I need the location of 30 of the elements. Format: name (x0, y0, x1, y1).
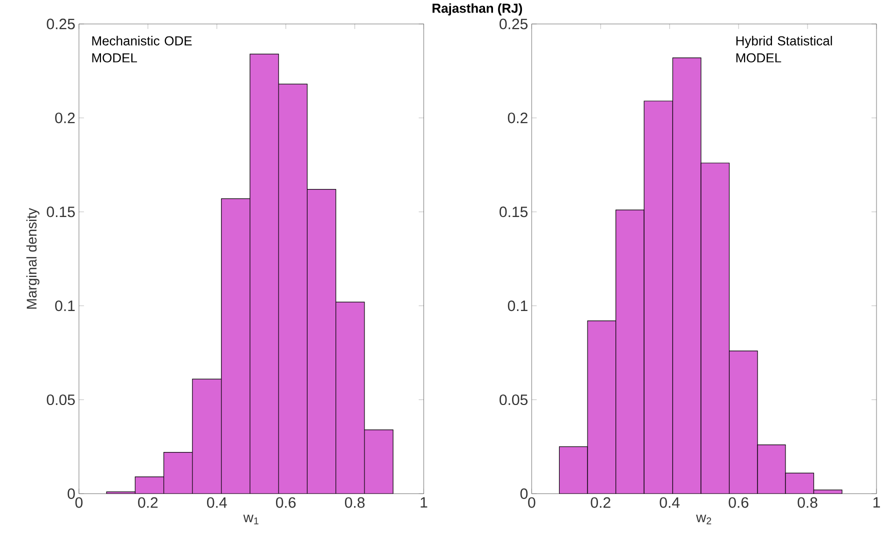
y-tick-label: 0.2 (55, 112, 75, 124)
x-axis-title: w$_{1}$ (243, 514, 258, 524)
y-axis-title: Marginal density (26, 208, 40, 309)
x-tick-label: 0 (75, 497, 83, 508)
y-tick-label: 0.05 (500, 394, 528, 406)
text: Rajasthan (RJ) (432, 3, 522, 16)
x-tick-label: 0.8 (798, 497, 818, 508)
x-tick-label: 0.6 (728, 497, 748, 508)
y-tick-label: 0.1 (55, 300, 75, 312)
y-tick-label: 0 (520, 488, 528, 500)
annotation: Mechanistic ODE MODEL (92, 36, 192, 63)
x-tick-label: 1 (873, 497, 880, 508)
y-tick-label: 0.1 (508, 300, 528, 312)
y-tick-label: 0.2 (508, 112, 528, 124)
y-tick-label: 0.15 (500, 206, 528, 218)
x-tick-label: 0.4 (660, 497, 680, 508)
x-tick-label: 0.6 (276, 497, 296, 508)
y-tick-label: 0.15 (46, 206, 75, 218)
y-tick-label: 0.25 (46, 18, 75, 30)
x-tick-label: 1 (420, 497, 428, 508)
x-tick-label: 0.2 (138, 497, 158, 508)
x-tick-label: 0 (528, 497, 536, 508)
x-tick-label: 0.8 (344, 497, 365, 508)
y-tick-label: 0.25 (500, 18, 528, 30)
y-tick-label: 0 (68, 488, 75, 500)
annotation: Hybrid Statistical MODEL (736, 36, 832, 63)
y-tick-label: 0.05 (46, 394, 75, 406)
x-tick-label: 0.4 (207, 497, 227, 508)
x-axis-title: w$_{2}$ (696, 514, 712, 524)
x-tick-label: 0.2 (590, 497, 610, 508)
